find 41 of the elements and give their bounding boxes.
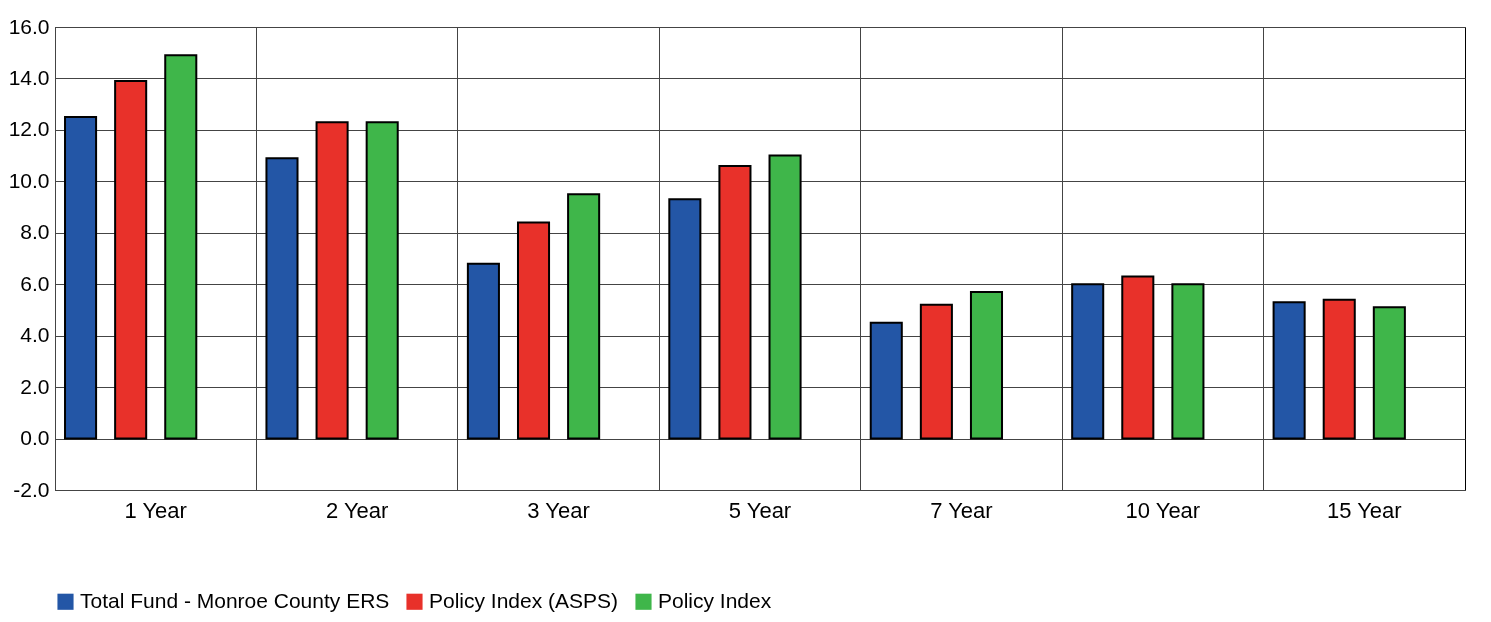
bar bbox=[1322, 298, 1356, 440]
bar bbox=[1071, 283, 1105, 440]
x-tick-label: 3 Year bbox=[527, 497, 590, 523]
y-tick-label: -2.0 bbox=[13, 477, 50, 501]
y-tick-label: 2.0 bbox=[20, 374, 50, 398]
bar bbox=[365, 121, 399, 440]
bar bbox=[265, 157, 299, 440]
y-tick-label: 16.0 bbox=[8, 14, 50, 38]
y-tick-label: 10.0 bbox=[8, 168, 50, 192]
x-tick-label: 7 Year bbox=[930, 497, 993, 523]
legend-label: Policy Index (ASPS) bbox=[429, 588, 619, 612]
bar bbox=[315, 121, 349, 440]
bar bbox=[718, 164, 752, 440]
bar bbox=[969, 290, 1004, 440]
x-tick-label: 10 Year bbox=[1125, 497, 1201, 523]
y-tick-label: 8.0 bbox=[20, 220, 50, 244]
legend-label: Policy Index bbox=[658, 588, 772, 612]
bar bbox=[919, 303, 953, 440]
bar bbox=[1372, 306, 1406, 440]
x-tick-label: 15 Year bbox=[1326, 497, 1402, 523]
bar bbox=[516, 221, 551, 440]
x-tick-label: 5 Year bbox=[728, 497, 792, 523]
bar bbox=[164, 54, 198, 440]
bar bbox=[1272, 301, 1306, 440]
x-tick-label: 1 Year bbox=[124, 497, 187, 523]
bar bbox=[768, 154, 802, 440]
bar bbox=[1121, 275, 1155, 440]
bar bbox=[668, 198, 702, 440]
x-tick-label: 2 Year bbox=[325, 497, 389, 523]
bar bbox=[114, 80, 148, 440]
bar bbox=[1171, 283, 1205, 440]
y-tick-label: 12.0 bbox=[8, 117, 50, 141]
bar bbox=[567, 193, 601, 440]
bar bbox=[64, 116, 98, 440]
bar bbox=[869, 321, 903, 440]
y-tick-label: 14.0 bbox=[8, 65, 50, 89]
y-tick-label: 4.0 bbox=[20, 323, 50, 347]
y-tick-label: 0.0 bbox=[20, 426, 50, 450]
bar bbox=[466, 262, 500, 440]
y-tick-label: 6.0 bbox=[20, 271, 50, 295]
legend-label: Total Fund - Monroe County ERS bbox=[80, 588, 390, 612]
